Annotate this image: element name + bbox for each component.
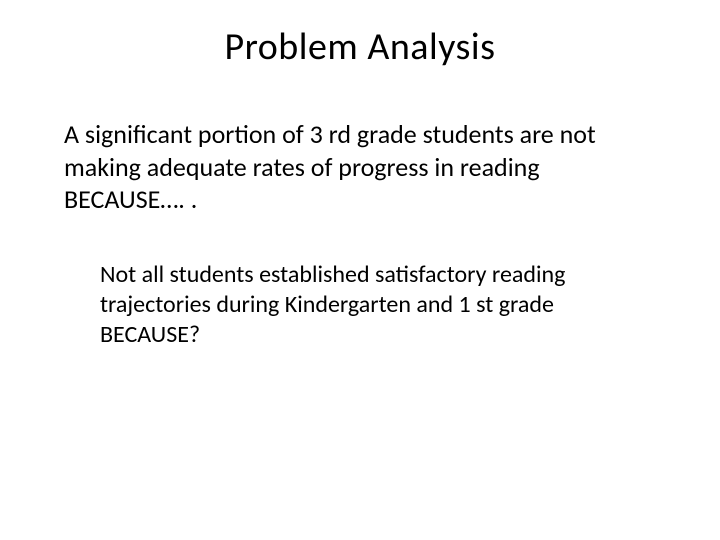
body-paragraph-2: Not all students established satisfactor… — [100, 260, 640, 350]
slide-container: Problem Analysis A significant portion o… — [0, 0, 720, 540]
body-paragraph-1: A significant portion of 3 rd grade stud… — [64, 118, 660, 216]
slide-title: Problem Analysis — [0, 24, 720, 70]
